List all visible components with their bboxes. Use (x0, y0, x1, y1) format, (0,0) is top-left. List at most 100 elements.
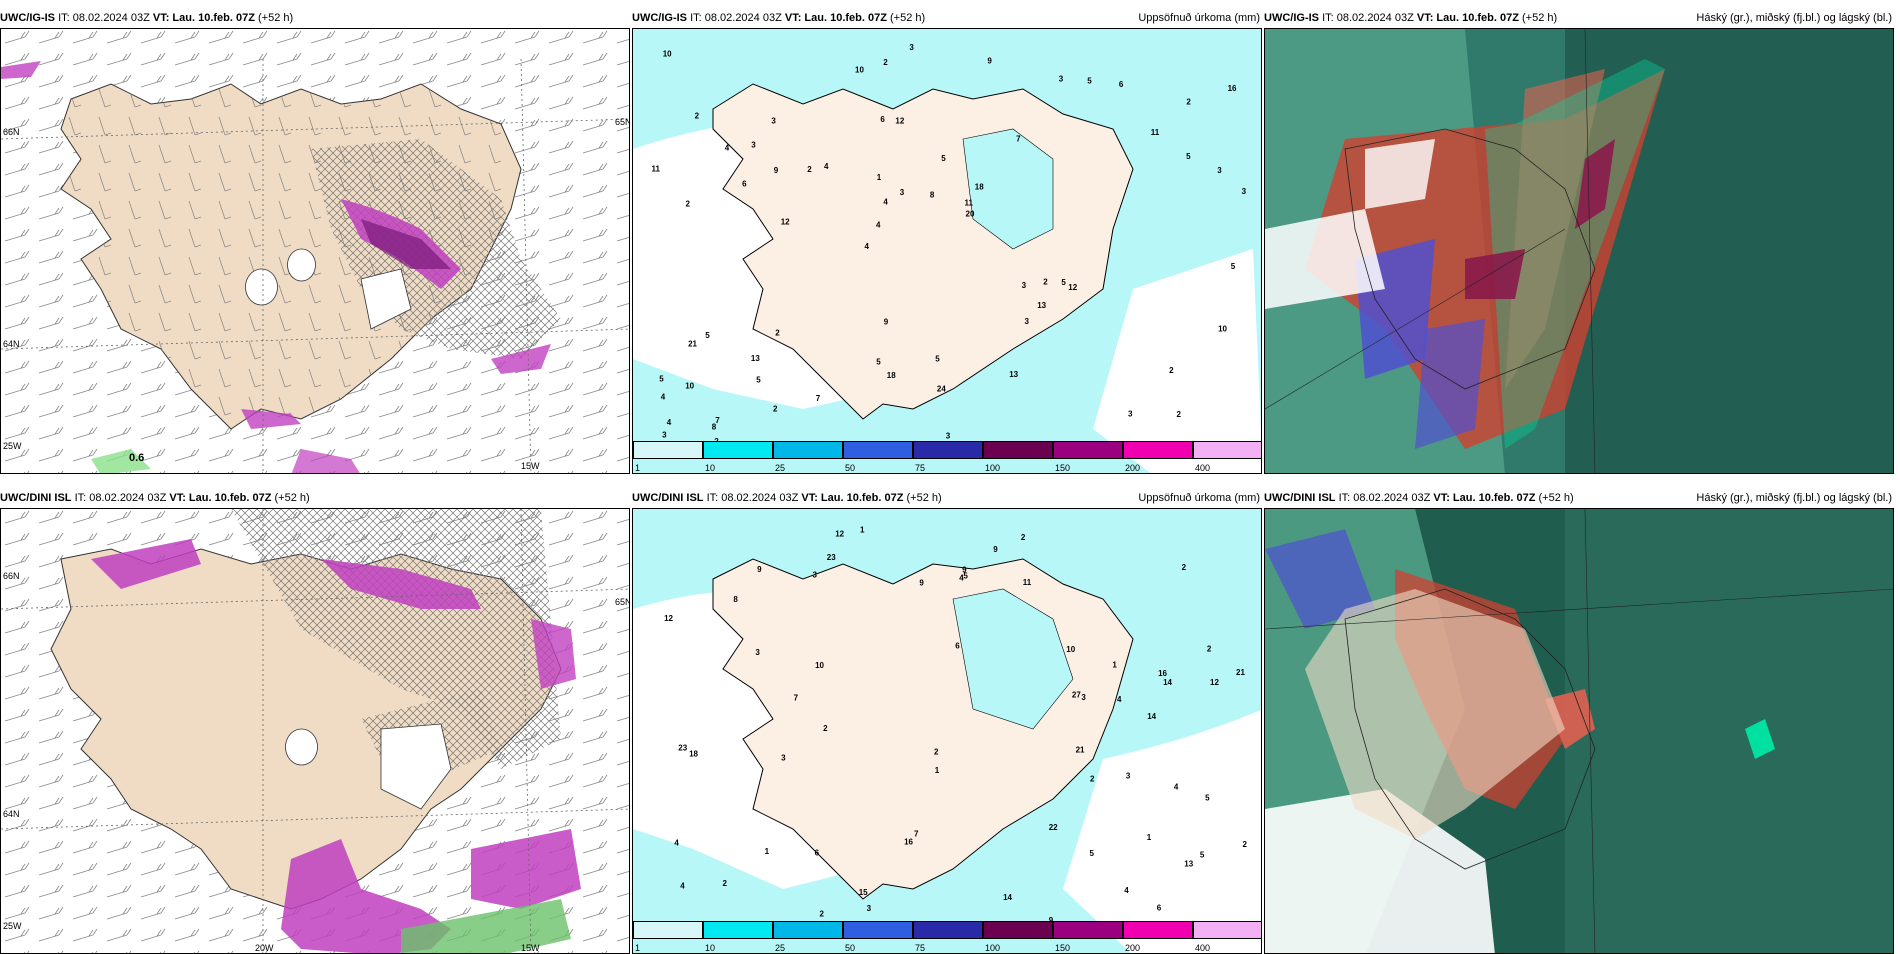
precip-value: 2 (1043, 278, 1048, 287)
precip-value: 6 (1157, 903, 1162, 912)
precip-value: 12 (1210, 678, 1219, 687)
legend-swatch (1053, 441, 1123, 459)
lat-label: 64N (3, 339, 20, 349)
panel-title: UWC/DINI ISL IT: 08.02.2024 03Z VT: Lau.… (0, 492, 310, 504)
precip-value: 9 (962, 566, 967, 575)
map-area[interactable]: 1 2 5 6 4 23 16 6 2 3 12 12 14 3 4 8 13 3 7 14 23 18 14 27 15 16 9… (632, 508, 1262, 954)
lon-label: 15W (521, 461, 540, 471)
precip-value: 13 (1037, 301, 1046, 310)
precip-value: 18 (887, 371, 896, 380)
precip-value: 1 (1112, 660, 1117, 669)
panel-subtitle: Uppsöfnuð úrkoma (mm) (1138, 492, 1260, 504)
precip-value: 1 (860, 526, 865, 535)
precip-value: 9 (757, 565, 762, 574)
precip-value: 12 (895, 116, 904, 125)
legend-label: 1 (635, 463, 641, 473)
precip-value: 4 (1117, 695, 1122, 704)
precip-value: 14 (1147, 712, 1156, 721)
precip-value: 8 (712, 422, 717, 431)
precip-value: 9 (919, 579, 924, 588)
precip-value: 9 (774, 166, 779, 175)
legend-swatch (983, 441, 1053, 459)
precip-value: 3 (1128, 409, 1133, 418)
precip-value: 18 (975, 183, 984, 192)
precip-value: 5 (1090, 849, 1095, 858)
legend-swatch (1053, 921, 1123, 939)
precip-value: 6 (955, 642, 960, 651)
precip-value: 16 (904, 838, 913, 847)
legend-label: 150 (1055, 943, 1071, 953)
precip-value: 7 (715, 416, 720, 425)
precip-value: 4 (1124, 886, 1129, 895)
precip-map-svg: 1256423166231212143481337142318142715169… (633, 509, 1261, 953)
legend-label: 200 (1125, 943, 1141, 953)
precip-value: 5 (756, 376, 761, 385)
precip-value: 2 (1169, 366, 1174, 375)
precip-value: 11 (1151, 128, 1160, 137)
precip-value: 6 (815, 848, 820, 857)
precip-legend: 1 10 25 50 75 100 150 200 400 (633, 921, 1261, 953)
lon-label: 25W (3, 921, 22, 931)
legend-label: 25 (775, 463, 786, 473)
precip-value: 11 (1023, 578, 1032, 587)
precip-value: 3 (1242, 187, 1247, 196)
legend-swatch (843, 921, 913, 939)
legend-label: 400 (1195, 463, 1211, 473)
precip-value: 5 (705, 331, 710, 340)
legend-swatch (633, 921, 703, 939)
precip-value: 2 (1182, 563, 1187, 572)
map-area[interactable]: 66N 64N 65N 25W 20W 15W (0, 508, 630, 954)
legend-swatch (633, 441, 703, 459)
precip-value: 4 (661, 393, 666, 402)
precip-value: 3 (1081, 693, 1086, 702)
precip-value: 3 (1025, 317, 1030, 326)
precip-value: 2 (1177, 410, 1182, 419)
legend-label: 400 (1195, 943, 1211, 953)
precip-value: 4 (959, 573, 964, 582)
precip-value: 10 (1218, 325, 1227, 334)
precip-value: 2 (823, 724, 828, 733)
precip-value: 5 (876, 357, 881, 366)
legend-swatch (773, 921, 843, 939)
precip-value: 4 (876, 220, 881, 229)
wind-map-svg: 66N 64N 65N 25W 20W 15W (1, 509, 629, 953)
precip-value: 4 (1174, 782, 1179, 791)
precip-value: 4 (883, 198, 888, 207)
precip-value: 3 (909, 43, 914, 52)
precip-value: 21 (1076, 746, 1085, 755)
precip-value: 3 (771, 117, 776, 126)
precip-value: 2 (883, 58, 888, 67)
legend-swatch (1193, 441, 1261, 459)
legend-swatch (1123, 441, 1193, 459)
map-area[interactable] (1264, 28, 1894, 474)
precip-value: 15 (859, 888, 868, 897)
map-area[interactable]: 2 2 2 4 7 7 6 5 5 4 4 5 12 18 12 2 2 3 3 5 4 5 4 3 3 2 3 2 5 3 2 6 3 2 3 11… (632, 28, 1262, 474)
precip-value: 2 (775, 329, 780, 338)
precip-value: 16 (1228, 84, 1237, 93)
precip-value: 1 (877, 173, 882, 182)
precip-value: 1 (1147, 833, 1152, 842)
precip-value: 13 (1009, 370, 1018, 379)
precip-value: 11 (652, 164, 661, 173)
model-name: UWC/IG-IS (0, 12, 55, 24)
map-area[interactable]: 66N 64N 65N 25W 15W 0.6 (0, 28, 630, 474)
precip-value: 3 (755, 648, 760, 657)
precip-value: 3 (1217, 166, 1222, 175)
panel-wind-bottom: UWC/DINI ISL IT: 08.02.2024 03Z VT: Lau.… (0, 492, 630, 954)
legend-label: 50 (845, 943, 856, 953)
precip-value: 5 (1087, 77, 1092, 86)
legend-swatch (843, 441, 913, 459)
precip-values: 1256423166231212143481337142318142715169… (664, 526, 1247, 926)
precip-value: 4 (674, 839, 679, 848)
precip-value: 21 (688, 339, 697, 348)
precip-value: 4 (725, 144, 730, 153)
panel-precip-top: UWC/IG-IS IT: 08.02.2024 03Z VT: Lau. 10… (632, 12, 1262, 474)
panel-cloud-bottom: UWC/DINI ISL IT: 08.02.2024 03Z VT: Lau.… (1264, 492, 1894, 954)
legend-label: 75 (915, 463, 926, 473)
legend-swatch (1193, 921, 1261, 939)
map-area[interactable] (1264, 508, 1894, 954)
precip-value: 21 (1236, 668, 1245, 677)
precip-value: 2 (723, 879, 728, 888)
precip-value: 3 (1022, 281, 1027, 290)
lon-label: 15W (521, 943, 540, 953)
